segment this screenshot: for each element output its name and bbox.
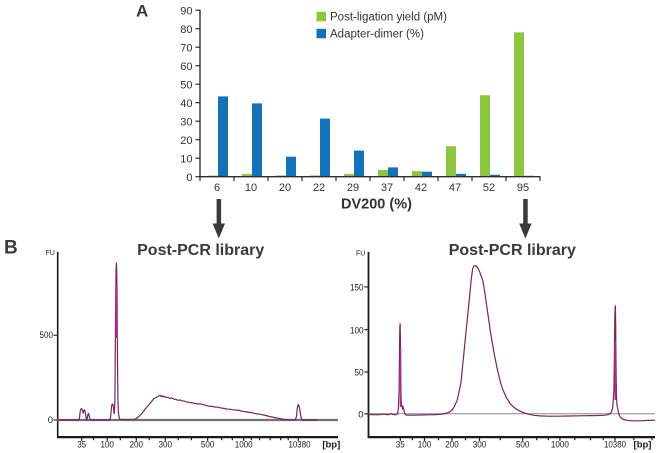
svg-text:100: 100 bbox=[100, 440, 114, 451]
svg-text:20: 20 bbox=[279, 182, 291, 194]
svg-text:200: 200 bbox=[445, 440, 459, 451]
svg-text:10: 10 bbox=[180, 154, 192, 166]
svg-text:40: 40 bbox=[180, 98, 192, 110]
svg-text:35: 35 bbox=[396, 440, 405, 451]
svg-text:500: 500 bbox=[40, 330, 54, 341]
svg-text:150: 150 bbox=[350, 283, 364, 294]
svg-text:DV200 (%): DV200 (%) bbox=[341, 197, 412, 213]
svg-text:100: 100 bbox=[350, 325, 364, 336]
svg-text:FU: FU bbox=[46, 250, 55, 257]
svg-text:B: B bbox=[4, 238, 18, 259]
svg-text:0: 0 bbox=[48, 415, 53, 426]
svg-text:1000: 1000 bbox=[551, 440, 569, 451]
svg-text:[bp]: [bp] bbox=[322, 440, 340, 451]
svg-text:0: 0 bbox=[358, 410, 363, 421]
svg-text:200: 200 bbox=[130, 440, 144, 451]
svg-text:37: 37 bbox=[381, 182, 393, 194]
svg-text:50: 50 bbox=[180, 80, 192, 92]
svg-text:22: 22 bbox=[313, 182, 325, 194]
svg-text:60: 60 bbox=[180, 61, 192, 73]
svg-text:50: 50 bbox=[355, 368, 364, 379]
svg-text:500: 500 bbox=[201, 440, 215, 451]
svg-text:6: 6 bbox=[214, 182, 220, 194]
svg-text:30: 30 bbox=[180, 117, 192, 129]
svg-text:10: 10 bbox=[245, 182, 257, 194]
svg-text:[bp]: [bp] bbox=[634, 440, 652, 451]
svg-text:42: 42 bbox=[415, 182, 427, 194]
svg-text:29: 29 bbox=[347, 182, 359, 194]
svg-text:Post-ligation yield (pM): Post-ligation yield (pM) bbox=[330, 12, 447, 24]
svg-text:300: 300 bbox=[159, 440, 173, 451]
svg-text:1000: 1000 bbox=[235, 440, 253, 451]
svg-text:35: 35 bbox=[77, 440, 86, 451]
svg-text:Post-PCR library: Post-PCR library bbox=[449, 242, 576, 259]
svg-text:70: 70 bbox=[180, 43, 192, 55]
svg-text:20: 20 bbox=[180, 135, 192, 147]
svg-text:80: 80 bbox=[180, 24, 192, 36]
svg-text:90: 90 bbox=[180, 6, 192, 18]
svg-text:300: 300 bbox=[473, 440, 487, 451]
svg-text:A: A bbox=[136, 2, 148, 21]
svg-text:10380: 10380 bbox=[289, 440, 311, 451]
svg-text:52: 52 bbox=[483, 182, 495, 194]
svg-text:Post-PCR library: Post-PCR library bbox=[137, 242, 264, 259]
svg-text:10380: 10380 bbox=[604, 440, 626, 451]
svg-text:0: 0 bbox=[186, 172, 192, 184]
svg-text:FU: FU bbox=[356, 251, 365, 258]
svg-text:100: 100 bbox=[418, 440, 432, 451]
svg-text:47: 47 bbox=[449, 182, 461, 194]
svg-text:Adapter-dimer (%): Adapter-dimer (%) bbox=[330, 29, 424, 41]
svg-text:95: 95 bbox=[517, 182, 529, 194]
svg-text:500: 500 bbox=[516, 440, 530, 451]
